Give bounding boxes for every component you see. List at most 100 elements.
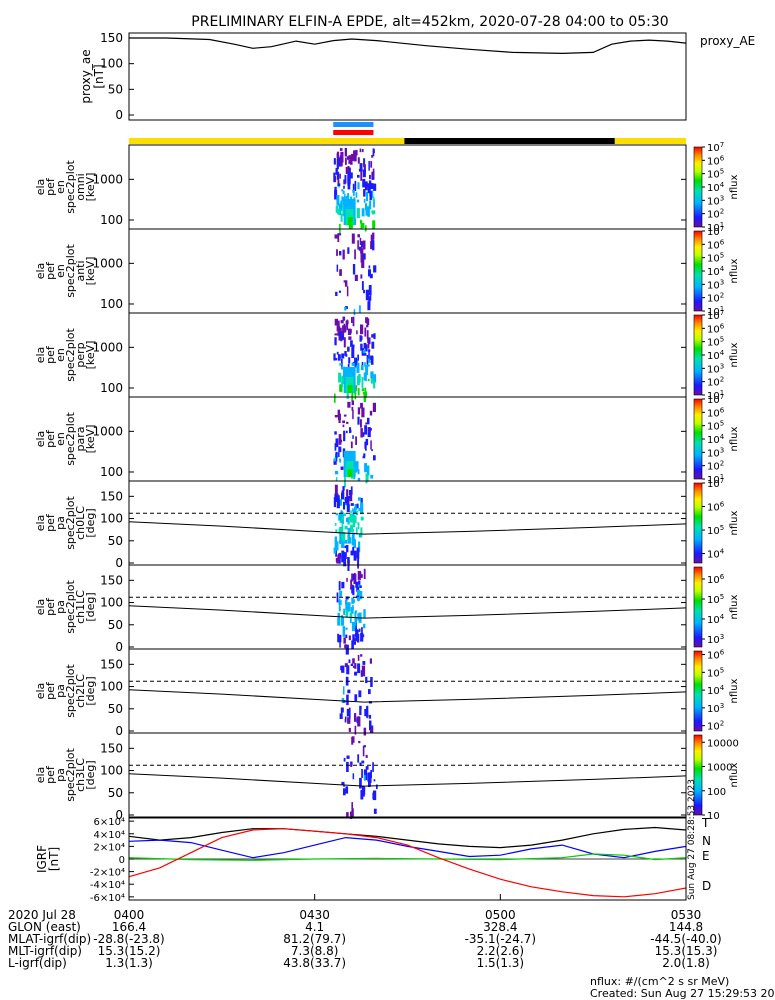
- spectrogram-pixel: [352, 435, 354, 439]
- colorbar: [693, 398, 703, 480]
- spectrogram-pixel: [368, 161, 370, 171]
- spectrogram-pixel: [360, 428, 363, 438]
- spectrogram-pixel: [355, 436, 357, 445]
- x-tick-label: 0530: [671, 908, 702, 922]
- science-zone-blue: [333, 122, 374, 127]
- spectrogram-pixel: [363, 164, 366, 173]
- spectrogram-pixel: [350, 663, 354, 666]
- colorbar-tick-label: 106: [707, 154, 725, 167]
- spectrogram-pixel: [337, 233, 340, 243]
- spectrogram-pixel: [351, 622, 356, 632]
- spectrogram-pixel: [358, 584, 360, 588]
- spectrogram-pixel: [352, 573, 355, 581]
- panel-spec_perp: 1001000elapefenspec2plotperp[keV]1011021…: [34, 309, 740, 403]
- spectrogram-pixel: [363, 289, 365, 294]
- colorbar-tick-label: 103: [707, 362, 724, 375]
- colorbar-tick-label: 105: [707, 336, 724, 349]
- spectrogram-pixel: [353, 641, 356, 645]
- spectrogram-pixel: [367, 357, 371, 361]
- y-axis-label-word: ch1LC: [74, 590, 87, 624]
- y-axis-label-word: en: [54, 348, 67, 362]
- spectrogram-pixel: [354, 663, 357, 669]
- spectrogram-pixel: [370, 440, 372, 450]
- spectrogram-pixel: [340, 366, 343, 370]
- y-axis-label-word: ch3LC: [74, 758, 87, 792]
- spectrogram-pixel: [344, 525, 348, 530]
- y-tick-label: 2×10⁴: [94, 842, 125, 853]
- spectrogram-pixel: [355, 622, 357, 632]
- spectrogram-pixel: [341, 189, 344, 192]
- spectrogram-pixel: [353, 191, 355, 196]
- spectrogram-pixel: [361, 627, 363, 636]
- spectrogram-pixel: [335, 557, 338, 562]
- spectrogram-pixel: [367, 465, 370, 476]
- y-axis-label-word: spec2plot: [64, 664, 77, 718]
- panel-spec_omni: 1001000elapefenspec2plotomni[keV]1011021…: [34, 141, 740, 234]
- spectrogram-pixel: [346, 694, 349, 706]
- colorbar-tick-label: 103: [707, 633, 724, 646]
- y-axis-label-word: perp: [74, 342, 87, 367]
- spectrogram-pixel: [362, 178, 366, 188]
- spectrogram-pixel: [345, 610, 349, 618]
- spectrogram-pixel: [373, 380, 376, 389]
- spectrogram-pixel: [335, 493, 339, 498]
- y-tick-label: 50: [108, 534, 123, 548]
- spectrogram-pixel: [360, 503, 364, 515]
- ephemeris-value: 81.2(79.7): [283, 932, 346, 946]
- spectrogram-pixel: [365, 438, 369, 446]
- spectrogram-pixel: [365, 474, 369, 482]
- spectrogram-pixel: [369, 410, 373, 416]
- spectrogram-pixel: [358, 580, 361, 585]
- spectrogram-pixel: [365, 289, 369, 301]
- spectrogram-pixel: [357, 354, 359, 361]
- spectrogram-pixel: [350, 550, 354, 556]
- ephemeris-value: 1.5(1.3): [477, 956, 525, 970]
- y-axis-label-word: anti: [74, 260, 87, 281]
- spectrogram-pixel: [341, 581, 345, 589]
- spectrogram-pixel: [371, 155, 374, 158]
- spectrogram-pixel: [352, 773, 355, 780]
- spectrogram-pixel: [354, 713, 357, 722]
- y-tick-label: 150: [100, 741, 123, 755]
- spectrogram-pixel: [337, 185, 340, 188]
- spectrogram-pixel: [354, 725, 357, 735]
- y-axis-label-word: [deg]: [84, 760, 97, 789]
- spectrogram-pixel: [344, 306, 347, 311]
- spectrogram-pixel: [372, 148, 375, 157]
- y-tick-label: 150: [100, 657, 123, 671]
- spectrogram-pixel: [338, 233, 342, 236]
- spectrogram-pixel: [356, 199, 360, 203]
- spectrogram-pixel: [341, 353, 345, 359]
- spectrogram-pixel: [346, 156, 350, 160]
- spectrogram-pixel: [360, 497, 363, 507]
- y-tick-label: 100: [100, 213, 123, 227]
- spectrogram-pixel: [339, 269, 342, 276]
- spectrogram-pixel: [338, 581, 341, 591]
- spectrogram-pixel: [368, 269, 371, 277]
- y-tick-label: 1000: [92, 340, 123, 354]
- spectrogram-pixel: [358, 740, 361, 744]
- y-axis-label-word: pef: [44, 597, 57, 616]
- spectrogram-pixel: [353, 572, 356, 583]
- spectrogram-pixel: [366, 355, 369, 365]
- spectrogram-pixel: [364, 442, 367, 449]
- spectrogram-pixel: [367, 427, 371, 438]
- spectrogram-pixel: [358, 628, 361, 632]
- spectrogram-pixel: [346, 504, 350, 512]
- spectrogram-pixel: [347, 364, 350, 370]
- side-stamp: Sun Aug 27 08:28:53 2023: [687, 779, 697, 900]
- spectrogram-pixel: [355, 510, 359, 513]
- spectrogram-pixel: [357, 655, 360, 661]
- spectrogram-pixel: [346, 708, 350, 717]
- spectrogram-pixel: [336, 153, 339, 158]
- spectrogram-pixel: [339, 590, 343, 597]
- spectrogram-pixel: [354, 632, 357, 637]
- colorbar-tick-label: 104: [707, 181, 725, 194]
- spectrogram-pixel: [357, 716, 361, 726]
- spectrogram-pixel: [372, 232, 375, 240]
- spectrogram-pixel: [341, 550, 345, 559]
- spectrogram-pixel: [352, 532, 355, 543]
- spectrogram-pixel: [373, 199, 375, 208]
- spectrogram-pixel: [355, 152, 358, 156]
